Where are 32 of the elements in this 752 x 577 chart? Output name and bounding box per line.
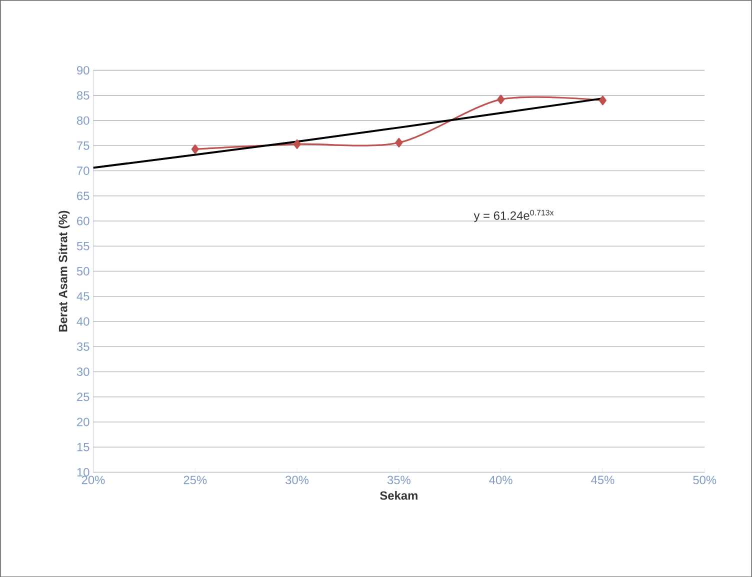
y-axis-title: Berat Asam Sitrat (%) [58,210,70,332]
x-tick-label: 40% [489,476,512,484]
point [598,96,606,106]
y-tick-label: 70 [77,166,90,175]
y-tick-label: 75 [77,141,90,150]
point [395,138,403,148]
y-tick-label: 20 [77,418,90,426]
point [293,139,301,149]
x-tick-label: 20% [82,476,105,484]
y-tick-label: 60 [77,216,90,226]
x-tick-label: 30% [286,476,309,484]
x-tick-label: 25% [184,476,207,484]
x-tick-label: 50% [693,476,716,484]
y-tick-label: 15 [77,442,90,452]
y-tick-label: 45 [76,292,90,300]
y-tick-label: 55 [76,242,90,250]
y-tick-label: 35 [76,342,90,351]
x-tick-label: 45% [591,476,614,484]
y-tick-label: 85 [76,91,90,100]
y-tick-label: 65 [77,192,90,200]
annotation: y = 61.24e$^{0.713x}$ [474,210,554,222]
y-tick-label: 25 [77,392,90,401]
y-tick-label: 10 [77,468,90,476]
x-axis-title: Sekam [380,490,418,500]
point [497,94,505,104]
y-tick-label: 90 [77,66,90,74]
y-tick-label: 80 [76,116,90,125]
y-tick-label: 30 [76,367,90,376]
x-tick-label: 35% [387,476,410,484]
point [191,144,199,154]
y-tick-label: 50 [76,266,90,276]
y-tick-label: 40 [76,317,90,326]
